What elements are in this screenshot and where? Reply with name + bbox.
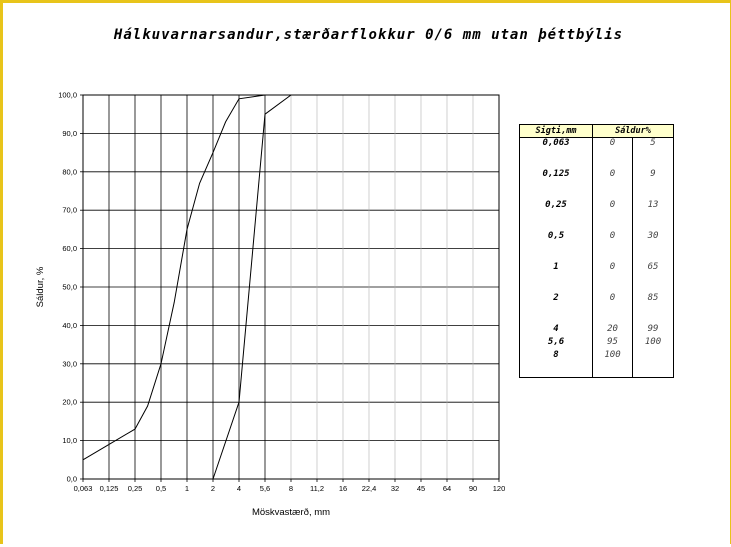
y-tick-label: 30,0 [62, 359, 77, 368]
sieve-table-row: 1 0 65 [519, 262, 674, 293]
x-tick-label: 5,6 [260, 484, 270, 493]
y-tick-label: 40,0 [62, 321, 77, 330]
passing-min-cell: 0 [592, 293, 633, 324]
y-axis-title: Sáldur, % [35, 266, 46, 307]
chart-axes: 0,0 10,0 20,0 30,0 40,0 50,0 60,0 70,0 80,0 90,0 1… [58, 91, 505, 494]
x-tick-label: 64 [443, 484, 451, 493]
sieve-size-header: Sigti,mm [519, 124, 593, 138]
passing-max-cell: 65 [632, 262, 674, 293]
x-tick-label: 22,4 [362, 484, 377, 493]
x-tick-label: 90 [469, 484, 477, 493]
passing-max-cell: 5 [632, 137, 674, 169]
sieve-size-cell: 0,125 [519, 169, 593, 200]
passing-max-cell [632, 350, 674, 378]
sieve-size-cell: 2 [519, 293, 593, 324]
sieve-table: Sigti,mm Sáldur% 0,063 0 5 0,125 0 9 0,25 0 13 0,… [519, 124, 674, 378]
sieve-size-cell: 4 [519, 324, 593, 337]
y-tick-label: 60,0 [62, 244, 77, 253]
sieve-size-cell: 0,063 [519, 137, 593, 169]
passing-min-cell: 0 [592, 231, 633, 262]
passing-max-cell: 13 [632, 200, 674, 231]
passing-max-cell: 9 [632, 169, 674, 200]
x-tick-label: 4 [237, 484, 241, 493]
sieve-table-row: 0,125 0 9 [519, 169, 674, 200]
chart-title: Hálkuvarnarsandur,stærðarflokkur 0/6 mm … [113, 27, 624, 43]
x-tick-label: 16 [339, 484, 347, 493]
y-tick-label: 80,0 [62, 167, 77, 176]
sieve-size-cell: 8 [519, 350, 593, 378]
passing-max-cell: 99 [632, 324, 674, 337]
passing-min-cell: 0 [592, 200, 633, 231]
passing-max-cell: 85 [632, 293, 674, 324]
passing-min-cell: 0 [592, 169, 633, 200]
x-tick-label: 0,25 [128, 484, 143, 493]
sieve-size-cell: 1 [519, 262, 593, 293]
y-tick-label: 0,0 [67, 475, 77, 484]
sieve-table-row: 5,6 95 100 [519, 337, 674, 350]
y-tick-label: 100,0 [58, 91, 77, 100]
sieve-table-row: 2 0 85 [519, 293, 674, 324]
x-tick-label: 32 [391, 484, 399, 493]
passing-min-cell: 20 [592, 324, 633, 337]
x-tick-label: 45 [417, 484, 425, 493]
passing-min-cell: 100 [592, 350, 633, 378]
sieve-size-cell: 5,6 [519, 337, 593, 350]
passing-min-cell: 95 [592, 337, 633, 350]
sieve-table-row: 4 20 99 [519, 324, 674, 337]
chart-grid [82, 94, 500, 480]
lower-limit-curve [212, 94, 292, 480]
y-tick-label: 90,0 [62, 129, 77, 138]
y-tick-label: 50,0 [62, 283, 77, 292]
y-tick-label: 10,0 [62, 436, 77, 445]
sieve-table-row: 8 100 [519, 350, 674, 378]
sieve-table-body: 0,063 0 5 0,125 0 9 0,25 0 13 0,5 0 30 1 0 65 2 0 85 4 20 99… [519, 137, 674, 378]
passing-max-cell: 100 [632, 337, 674, 350]
sieve-curve-chart: 0,0 10,0 20,0 30,0 40,0 50,0 60,0 70,0 80,0 90,0 1… [35, 91, 505, 519]
sieve-size-cell: 0,25 [519, 200, 593, 231]
passing-max-cell: 30 [632, 231, 674, 262]
upper-limit-curve [82, 94, 266, 461]
passing-header: Sáldur% [592, 124, 674, 138]
passing-min-cell: 0 [592, 137, 633, 169]
x-tick-label: 120 [493, 484, 506, 493]
x-tick-label: 0,125 [100, 484, 119, 493]
x-tick-label: 11,2 [310, 484, 324, 493]
x-axis-title: Möskvastærð, mm [252, 507, 330, 518]
sieve-table-row: 0,063 0 5 [519, 137, 674, 169]
y-tick-label: 70,0 [62, 206, 77, 215]
x-tick-label: 0,5 [156, 484, 166, 493]
sieve-table-row: 0,25 0 13 [519, 200, 674, 231]
sieve-table-row: 0,5 0 30 [519, 231, 674, 262]
y-tick-label: 20,0 [62, 398, 77, 407]
x-tick-label: 2 [211, 484, 215, 493]
x-tick-label: 8 [289, 484, 293, 493]
passing-min-cell: 0 [592, 262, 633, 293]
x-tick-label: 0,063 [74, 484, 93, 493]
x-tick-label: 1 [185, 484, 189, 493]
chart-series [82, 94, 292, 480]
sieve-size-cell: 0,5 [519, 231, 593, 262]
